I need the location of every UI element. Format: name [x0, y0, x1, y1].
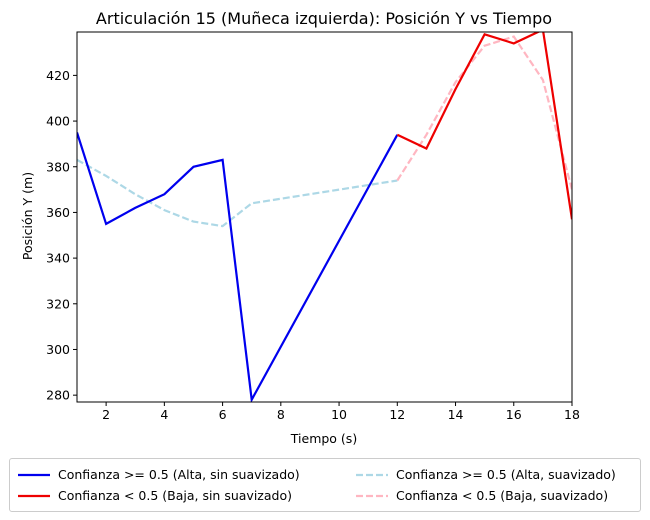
x-tick-label: 16	[506, 407, 522, 422]
x-tick-label: 2	[102, 407, 110, 422]
legend-swatch-baja-sin-suavizado	[18, 494, 50, 497]
x-tick-label: 6	[219, 407, 227, 422]
legend-swatch-alta-suavizado	[356, 473, 388, 476]
legend-label: Confianza < 0.5 (Baja, sin suavizado)	[58, 488, 292, 503]
y-tick-label: 380	[46, 159, 70, 174]
x-tick-label: 10	[331, 407, 347, 422]
axis-ticks: 2 4 6 8 10 12 14 16 18 280 300 320 340 360 380 400 420	[46, 68, 580, 422]
legend: Confianza >= 0.5 (Alta, sin suavizado) C…	[9, 458, 641, 512]
y-tick-label: 420	[46, 68, 70, 83]
chart-title: Articulación 15 (Muñeca izquierda): Posi…	[96, 9, 552, 28]
x-tick-label: 8	[277, 407, 285, 422]
x-tick-label: 18	[564, 407, 580, 422]
y-tick-label: 360	[46, 205, 70, 220]
x-axis-label: Tiempo (s)	[290, 431, 357, 446]
legend-swatch-baja-suavizado	[356, 494, 388, 497]
legend-swatch-alta-sin-suavizado	[18, 473, 50, 476]
legend-label: Confianza >= 0.5 (Alta, suavizado)	[396, 467, 616, 482]
y-tick-label: 400	[46, 114, 70, 129]
legend-item-alta-suavizado: Confianza >= 0.5 (Alta, suavizado)	[356, 467, 616, 482]
series-layer	[77, 32, 572, 402]
y-axis-label: Posición Y (m)	[20, 172, 35, 260]
x-tick-label: 4	[160, 407, 168, 422]
y-tick-label: 320	[46, 296, 70, 311]
legend-item-alta-sin-suavizado: Confianza >= 0.5 (Alta, sin suavizado)	[18, 467, 300, 482]
series-line-confianza-0-5-alta-sin-suavizado	[77, 132, 399, 402]
y-tick-label: 340	[46, 251, 70, 266]
y-tick-label: 300	[46, 342, 70, 357]
legend-item-baja-suavizado: Confianza < 0.5 (Baja, suavizado)	[356, 488, 608, 503]
legend-label: Confianza >= 0.5 (Alta, sin suavizado)	[58, 467, 300, 482]
x-tick-label: 12	[389, 407, 405, 422]
series-line-confianza-0-5-baja-suavizado	[396, 35, 572, 190]
legend-item-baja-sin-suavizado: Confianza < 0.5 (Baja, sin suavizado)	[18, 488, 292, 503]
plot-frame	[76, 31, 573, 403]
x-tick-label: 14	[448, 407, 464, 422]
y-tick-label: 280	[46, 388, 70, 403]
legend-label: Confianza < 0.5 (Baja, suavizado)	[396, 488, 609, 503]
series-line-confianza-0-5-baja-sin-suavizado	[396, 32, 572, 220]
series-line-confianza-0-5-alta-suavizado	[77, 158, 398, 228]
